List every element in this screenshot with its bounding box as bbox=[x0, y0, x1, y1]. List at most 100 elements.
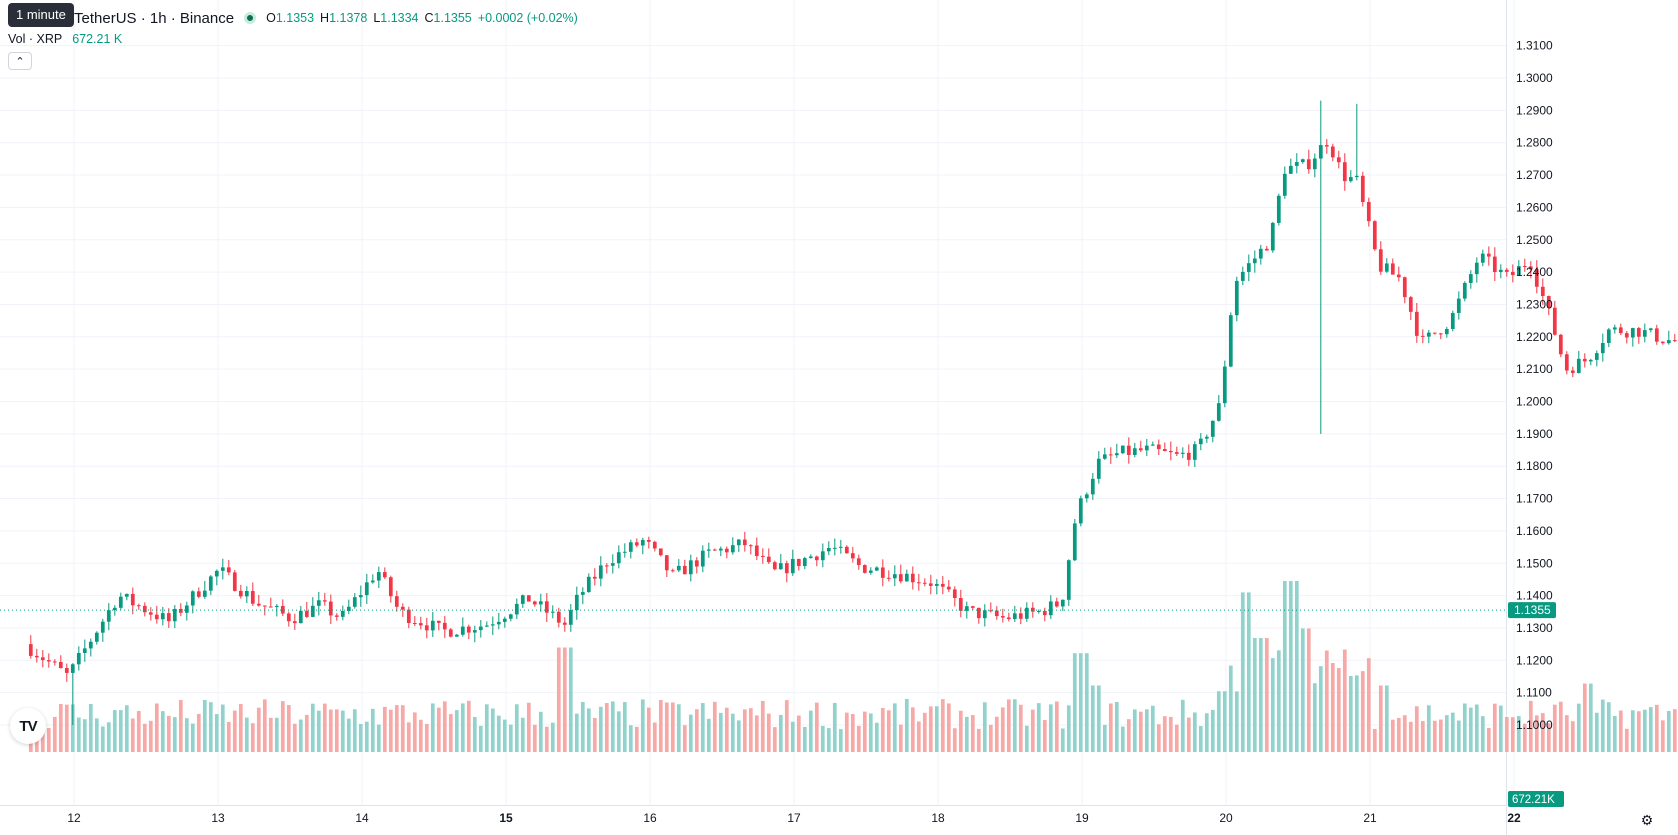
volume-bar bbox=[628, 725, 633, 752]
volume-bar bbox=[730, 713, 735, 752]
candle-body bbox=[754, 545, 759, 556]
volume-bar bbox=[718, 712, 723, 752]
candle-body bbox=[898, 574, 903, 582]
candle-body bbox=[1522, 266, 1527, 268]
candle-body bbox=[478, 626, 483, 631]
price-tick-label: 1.1100 bbox=[1516, 686, 1552, 700]
volume-bar bbox=[994, 716, 999, 752]
volume-bar bbox=[1552, 704, 1557, 752]
candle-body bbox=[1426, 332, 1431, 337]
volume-bar bbox=[526, 702, 531, 752]
candle-body bbox=[1462, 282, 1467, 299]
candle-body bbox=[310, 605, 315, 617]
volume-bar bbox=[964, 716, 969, 752]
volume-bar bbox=[88, 704, 93, 752]
gear-icon[interactable]: ⚙ bbox=[1640, 812, 1654, 828]
volume-bar bbox=[262, 699, 267, 752]
volume-bar bbox=[394, 705, 399, 752]
volume-bar bbox=[778, 714, 783, 752]
time-tick-label: 12 bbox=[67, 811, 81, 825]
volume-bar bbox=[316, 710, 321, 752]
volume-bar bbox=[1132, 709, 1137, 752]
candle-body bbox=[1414, 311, 1419, 336]
candle-body bbox=[1516, 266, 1521, 276]
candle-body bbox=[172, 608, 177, 622]
volume-bar bbox=[1078, 653, 1083, 752]
candle-body bbox=[1276, 195, 1281, 223]
candle-body bbox=[298, 610, 303, 624]
candle-body bbox=[1504, 269, 1509, 272]
volume-bar bbox=[1246, 592, 1251, 752]
candle-body bbox=[460, 626, 465, 635]
price-tick-label: 1.2300 bbox=[1516, 297, 1553, 311]
candle-body bbox=[736, 539, 741, 546]
volume-bar bbox=[196, 713, 201, 752]
candle-body bbox=[118, 596, 123, 608]
candle-body bbox=[856, 558, 861, 566]
candle-body bbox=[1480, 253, 1485, 263]
volume-bar bbox=[1576, 703, 1581, 752]
time-tick-label: 16 bbox=[643, 811, 657, 825]
volume-bar bbox=[808, 710, 813, 752]
volume-bar bbox=[1162, 716, 1167, 752]
candle-body bbox=[1096, 458, 1101, 479]
volume-bar bbox=[562, 647, 567, 752]
candle-body bbox=[1378, 249, 1383, 272]
candle-body bbox=[820, 551, 825, 561]
volume-bar bbox=[874, 722, 879, 752]
candle-body bbox=[400, 606, 405, 610]
candle-body bbox=[1618, 327, 1623, 334]
candle-body bbox=[604, 565, 609, 567]
volume-bar bbox=[988, 724, 993, 752]
candle-body bbox=[496, 621, 501, 625]
candle-body bbox=[1582, 358, 1587, 362]
candle-body bbox=[802, 558, 807, 567]
volume-bar bbox=[1030, 709, 1035, 752]
volume-bar bbox=[1252, 638, 1257, 752]
candle-body bbox=[352, 597, 357, 607]
candle-body bbox=[316, 600, 321, 606]
candle-body bbox=[778, 563, 783, 570]
volume-bar bbox=[1072, 653, 1077, 752]
candle-body bbox=[1084, 494, 1089, 499]
volume-bar bbox=[916, 721, 921, 752]
candle-body bbox=[958, 598, 963, 611]
volume-bar bbox=[1378, 685, 1383, 752]
candle-body bbox=[748, 545, 753, 547]
candle-body bbox=[910, 573, 915, 583]
volume-bar bbox=[286, 705, 291, 752]
volume-bar bbox=[304, 714, 309, 752]
volume-bar bbox=[490, 708, 495, 752]
symbol-title[interactable]: TetherUS · 1h · Binance bbox=[74, 9, 235, 27]
candle-body bbox=[1288, 165, 1293, 174]
volume-bar bbox=[1624, 728, 1629, 752]
market-status-icon[interactable] bbox=[244, 12, 257, 24]
candle-body bbox=[100, 621, 105, 633]
volume-bar bbox=[1054, 701, 1059, 752]
tradingview-logo-icon[interactable]: TV bbox=[10, 708, 46, 744]
volume-bar bbox=[1102, 724, 1107, 752]
candle-body bbox=[628, 542, 633, 552]
volume-bar bbox=[460, 703, 465, 752]
volume-bar bbox=[556, 647, 561, 752]
volume-bar bbox=[838, 729, 843, 752]
volume-bar bbox=[1606, 702, 1611, 752]
candle-body bbox=[1624, 333, 1629, 338]
candle-body bbox=[1432, 332, 1437, 334]
interval-tooltip: 1 minute bbox=[8, 3, 74, 27]
collapse-legend-button[interactable]: ⌃ bbox=[8, 52, 32, 70]
volume-bar bbox=[1474, 704, 1479, 752]
volume-bar bbox=[1594, 712, 1599, 752]
volume-bar bbox=[418, 719, 423, 752]
candle-body bbox=[598, 565, 603, 579]
volume-bar bbox=[226, 721, 231, 752]
candle-body bbox=[190, 591, 195, 606]
candle-body bbox=[490, 624, 495, 626]
candle-body bbox=[1438, 333, 1443, 335]
candle-body bbox=[1528, 266, 1533, 270]
candle-body bbox=[1534, 269, 1539, 287]
volume-bar bbox=[532, 724, 537, 752]
volume-label[interactable]: Vol · XRP bbox=[8, 32, 63, 46]
volume-bar bbox=[154, 703, 159, 752]
